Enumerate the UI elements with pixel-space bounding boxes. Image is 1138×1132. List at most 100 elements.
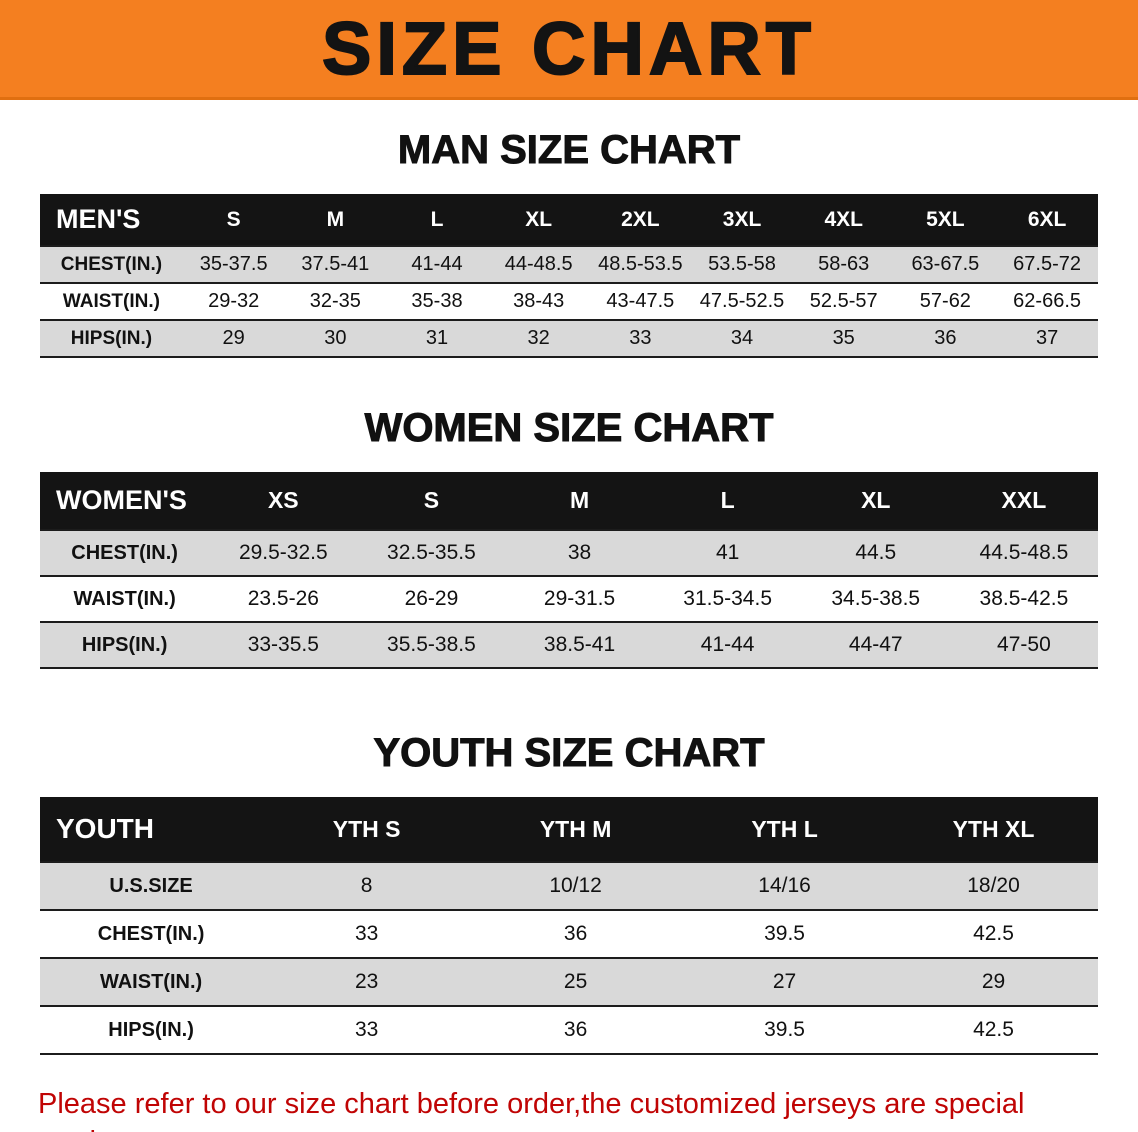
measurement-value-cell: 14/16 bbox=[758, 874, 811, 897]
measurement-value-cell: 37.5-41 bbox=[301, 253, 370, 275]
size-column-header: 6XL bbox=[996, 194, 1098, 246]
measurement-value-cell: 29 bbox=[981, 970, 1006, 993]
measurement-value-cell: 47-50 bbox=[997, 633, 1051, 656]
measurement-value-cell: 44.5-48.5 bbox=[979, 541, 1069, 564]
size-column-header: M bbox=[505, 472, 654, 530]
measurement-value-cell: 32 bbox=[527, 327, 550, 349]
measurement-value-cell: 43-47.5 bbox=[606, 290, 675, 312]
measurement-value-cell: 44-47 bbox=[848, 633, 903, 656]
size-column-header: 2XL bbox=[589, 194, 692, 246]
youth-size-chart-heading: YOUTH SIZE CHART bbox=[373, 731, 765, 776]
measurement-value-cell: 35-37.5 bbox=[199, 253, 268, 275]
measurement-value-cell: 36 bbox=[934, 327, 957, 349]
table-row: HIPS(IN.) 33 36 39.5 42.5 bbox=[40, 1006, 1098, 1054]
measurement-value-cell: 31 bbox=[425, 327, 449, 349]
size-chart-banner: SIZE CHART bbox=[0, 0, 1138, 100]
measurement-value-cell: 62-66.5 bbox=[1013, 290, 1082, 312]
measurement-value-cell: 23 bbox=[354, 970, 379, 993]
measurement-value-cell: 52.5-57 bbox=[809, 290, 878, 312]
table-row: WAIST(IN.) 23.5-26 26-29 29-31.5 31.5-34.5 34… bbox=[40, 576, 1098, 622]
banner-title: SIZE CHART bbox=[321, 6, 816, 90]
measurement-label-cell: WAIST(IN.) bbox=[73, 587, 176, 610]
table-row: WAIST(IN.) 23 25 27 29 bbox=[40, 958, 1098, 1006]
size-column-header: YTH S bbox=[262, 797, 472, 862]
measurement-value-cell: 48.5-53.5 bbox=[598, 253, 683, 275]
youth-size-table: YOUTH YTH S YTH M YTH L YTH XL U.S.SIZE 8 10/12… bbox=[40, 797, 1098, 1055]
measurement-value-cell: 44.5 bbox=[855, 541, 897, 564]
measurement-label-cell: WAIST(IN.) bbox=[62, 290, 160, 312]
measurement-value-cell: 23.5-26 bbox=[247, 587, 319, 610]
measurement-value-cell: 27 bbox=[772, 970, 797, 993]
table-header-row: WOMEN'S XS S M L XL XXL bbox=[40, 472, 1098, 530]
table-row: U.S.SIZE 8 10/12 14/16 18/20 bbox=[40, 862, 1098, 910]
table-title-cell: MEN'S bbox=[40, 194, 183, 246]
women-size-chart-section: WOMEN SIZE CHART WOMEN'S XS S M L XL XXL CHEST(… bbox=[0, 406, 1138, 669]
size-column-header: L bbox=[653, 472, 802, 530]
size-column-header: YTH M bbox=[471, 797, 681, 862]
measurement-value-cell: 29-32 bbox=[208, 290, 260, 312]
measurement-label-cell: CHEST(IN.) bbox=[71, 541, 178, 564]
measurement-label-cell: U.S.SIZE bbox=[109, 874, 193, 897]
size-column-header: XXL bbox=[949, 472, 1098, 530]
measurement-value-cell: 39.5 bbox=[764, 1018, 805, 1041]
size-column-header: L bbox=[386, 194, 488, 246]
measurement-value-cell: 58-63 bbox=[818, 253, 870, 275]
measurement-value-cell: 57-62 bbox=[919, 290, 971, 312]
measurement-value-cell: 38.5-42.5 bbox=[979, 587, 1069, 610]
men-size-table: MEN'S S M L XL 2XL 3XL 4XL 5XL 6XL CHEST(IN.) 35-37… bbox=[40, 194, 1098, 358]
measurement-value-cell: 42.5 bbox=[973, 1018, 1014, 1041]
measurement-value-cell: 35.5-38.5 bbox=[387, 633, 476, 656]
size-column-header: 5XL bbox=[894, 194, 997, 246]
measurement-value-cell: 35-38 bbox=[411, 290, 463, 312]
youth-size-chart-section: YOUTH SIZE CHART YOUTH YTH S YTH M YTH L YTH… bbox=[0, 731, 1138, 1055]
measurement-value-cell: 34.5-38.5 bbox=[831, 587, 921, 610]
table-title-cell: WOMEN'S bbox=[40, 472, 210, 530]
size-column-header: S bbox=[182, 194, 285, 246]
size-column-header: YTH L bbox=[680, 797, 890, 862]
table-row: CHEST(IN.) 33 36 39.5 42.5 bbox=[40, 910, 1098, 958]
measurement-value-cell: 32.5-35.5 bbox=[387, 541, 476, 564]
measurement-value-cell: 67.5-72 bbox=[1013, 253, 1082, 275]
disclaimer: Please refer to our size chart before or… bbox=[38, 1085, 1100, 1132]
size-column-header: S bbox=[357, 472, 506, 530]
women-size-chart-heading: WOMEN SIZE CHART bbox=[364, 406, 774, 451]
measurement-value-cell: 41-44 bbox=[700, 633, 755, 656]
measurement-value-cell: 33 bbox=[354, 1018, 379, 1041]
table-row: WAIST(IN.) 29-32 32-35 35-38 38-43 43-47.5 47.… bbox=[40, 283, 1098, 320]
measurement-value-cell: 38.5-41 bbox=[543, 633, 616, 656]
table-row: CHEST(IN.) 29.5-32.5 32.5-35.5 38 41 44.5 44.5… bbox=[40, 530, 1098, 576]
measurement-label-cell: CHEST(IN.) bbox=[97, 922, 205, 945]
measurement-value-cell: 42.5 bbox=[973, 922, 1014, 945]
measurement-value-cell: 39.5 bbox=[764, 922, 805, 945]
table-title-cell: YOUTH bbox=[40, 797, 263, 862]
measurement-value-cell: 35 bbox=[832, 327, 855, 349]
size-column-header: XL bbox=[801, 472, 950, 530]
measurement-value-cell: 29 bbox=[222, 327, 245, 349]
table-row: CHEST(IN.) 35-37.5 37.5-41 41-44 44-48.5 48.5… bbox=[40, 246, 1098, 283]
measurement-value-cell: 8 bbox=[360, 874, 373, 897]
measurement-value-cell: 32-35 bbox=[309, 290, 361, 312]
measurement-value-cell: 18/20 bbox=[967, 874, 1020, 897]
measurement-value-cell: 29-31.5 bbox=[543, 587, 616, 610]
measurement-value-cell: 44-48.5 bbox=[504, 253, 573, 275]
measurement-label-cell: HIPS(IN.) bbox=[81, 633, 168, 656]
measurement-value-cell: 36 bbox=[563, 1018, 588, 1041]
measurement-value-cell: 63-67.5 bbox=[911, 253, 980, 275]
table-row: HIPS(IN.) 33-35.5 35.5-38.5 38.5-41 41-44 44-… bbox=[40, 622, 1098, 668]
man-size-chart-heading: MAN SIZE CHART bbox=[397, 128, 741, 173]
size-column-header: M bbox=[284, 194, 387, 246]
measurement-value-cell: 25 bbox=[563, 970, 588, 993]
measurement-value-cell: 41 bbox=[715, 541, 740, 564]
measurement-value-cell: 38-43 bbox=[513, 290, 565, 312]
women-size-table: WOMEN'S XS S M L XL XXL CHEST(IN.) 29.5-32.5 32.5… bbox=[40, 472, 1098, 669]
size-column-header: YTH XL bbox=[889, 797, 1098, 862]
measurement-value-cell: 34 bbox=[730, 327, 754, 349]
measurement-label-cell: CHEST(IN.) bbox=[60, 253, 163, 275]
measurement-value-cell: 33 bbox=[354, 922, 379, 945]
disclaimer-line-1: Please refer to our size chart before or… bbox=[38, 1088, 1025, 1132]
size-column-header: XL bbox=[487, 194, 590, 246]
size-column-header: 3XL bbox=[691, 194, 793, 246]
measurement-value-cell: 37 bbox=[1035, 327, 1059, 349]
measurement-value-cell: 33-35.5 bbox=[247, 633, 319, 656]
measurement-value-cell: 26-29 bbox=[404, 587, 459, 610]
